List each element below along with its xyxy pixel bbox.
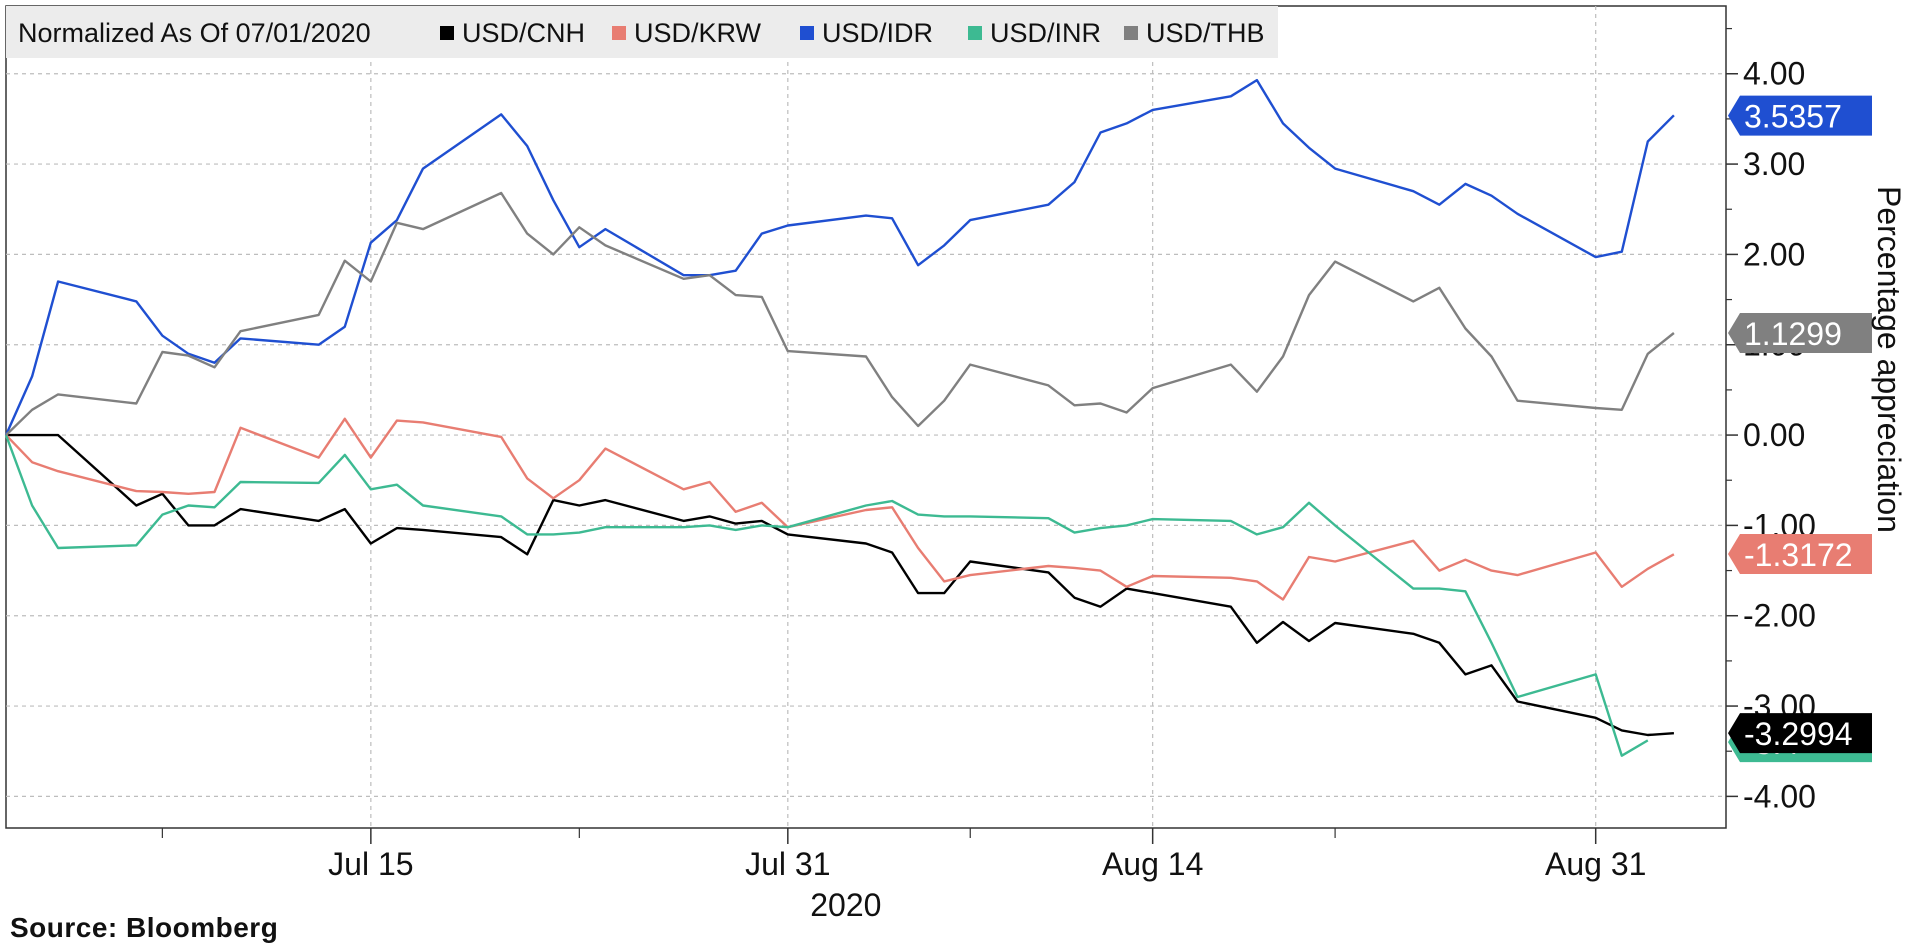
value-tag-usd-thb <box>1728 313 1872 354</box>
legend-label: USD/CNH <box>462 18 585 48</box>
chart-title: Normalized As Of 07/01/2020 <box>18 18 371 48</box>
x-year-label: 2020 <box>810 887 881 923</box>
x-tick-label: Jul 15 <box>328 846 413 882</box>
series-line-usd-inr <box>4 434 1649 757</box>
legend-label: USD/KRW <box>634 18 762 48</box>
legend-swatch <box>1124 26 1138 40</box>
y-tick-label: -4.00 <box>1743 778 1816 814</box>
series-line-usd-cnh <box>6 433 1674 737</box>
legend-label: USD/THB <box>1146 18 1265 48</box>
value-tag-usd-cnh <box>1728 713 1872 754</box>
series-line-usd-krw <box>5 417 1675 601</box>
source-note: Source: Bloomberg <box>10 912 279 943</box>
series-line-usd-idr <box>4 78 1675 436</box>
plot-frame <box>5 5 1727 829</box>
legend-swatch <box>968 26 982 40</box>
legend-swatch <box>612 26 626 40</box>
x-tick-label: Aug 31 <box>1545 846 1646 882</box>
legend-box <box>6 6 1278 58</box>
value-tag-label: -1.3172 <box>1744 537 1853 573</box>
value-tag-usd-idr <box>1728 95 1872 136</box>
y-tick-label: 4.00 <box>1743 56 1805 92</box>
legend-label: USD/IDR <box>822 18 933 48</box>
y-tick-label: 2.00 <box>1743 236 1805 272</box>
x-tick-label: Jul 31 <box>745 846 830 882</box>
y-axis-title: Percentage appreciation <box>1871 186 1907 533</box>
value-tag-usd-krw <box>1728 534 1872 575</box>
y-tick-label: 0.00 <box>1743 417 1805 453</box>
y-tick-label: 3.00 <box>1743 146 1805 182</box>
legend-label: USD/INR <box>990 18 1101 48</box>
y-tick-label: -2.00 <box>1743 598 1816 634</box>
legend-swatch <box>440 26 454 40</box>
x-tick-label: Aug 14 <box>1102 846 1203 882</box>
value-tag-label: 3.5357 <box>1744 99 1842 135</box>
value-tag-label: -3.2994 <box>1744 716 1853 752</box>
series-line-usd-thb <box>5 191 1675 436</box>
value-tag-label: 1.1299 <box>1744 316 1842 352</box>
legend-swatch <box>800 26 814 40</box>
